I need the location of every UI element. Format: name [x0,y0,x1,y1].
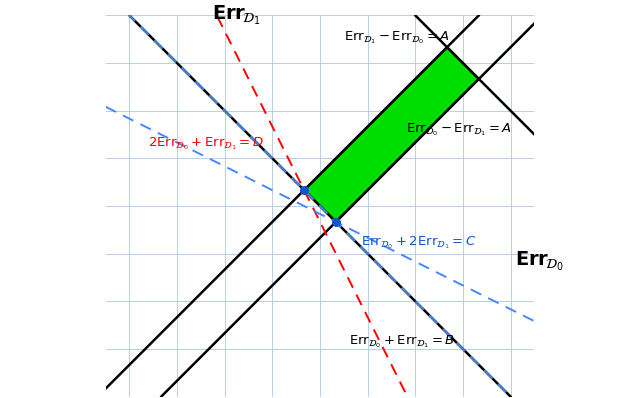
Text: $\mathrm{Err}_{\mathcal{D}_0} + \mathrm{Err}_{\mathcal{D}_1} = B$: $\mathrm{Err}_{\mathcal{D}_0} + \mathrm{… [349,334,454,350]
Polygon shape [304,47,479,222]
Text: $\mathrm{Err}_{\mathcal{D}_1} - \mathrm{Err}_{\mathcal{D}_0} = A$: $\mathrm{Err}_{\mathcal{D}_1} - \mathrm{… [344,30,450,46]
Text: $\mathrm{Err}_{\mathcal{D}_0} - \mathrm{Err}_{\mathcal{D}_1} = A$: $\mathrm{Err}_{\mathcal{D}_0} - \mathrm{… [406,121,512,138]
Text: $2\mathrm{Err}_{\mathcal{D}_0} + \mathrm{Err}_{\mathcal{D}_1} = D$: $2\mathrm{Err}_{\mathcal{D}_0} + \mathrm… [148,136,264,152]
Text: $\mathbf{Err}_{\!\mathcal{D}_0}$: $\mathbf{Err}_{\!\mathcal{D}_0}$ [515,249,564,273]
Text: $\mathbf{Err}_{\!\mathcal{D}_1}$: $\mathbf{Err}_{\!\mathcal{D}_1}$ [212,4,260,27]
Text: $\mathrm{Err}_{\mathcal{D}_0} + 2\mathrm{Err}_{\mathcal{D}_1} = C$: $\mathrm{Err}_{\mathcal{D}_0} + 2\mathrm… [360,235,476,252]
